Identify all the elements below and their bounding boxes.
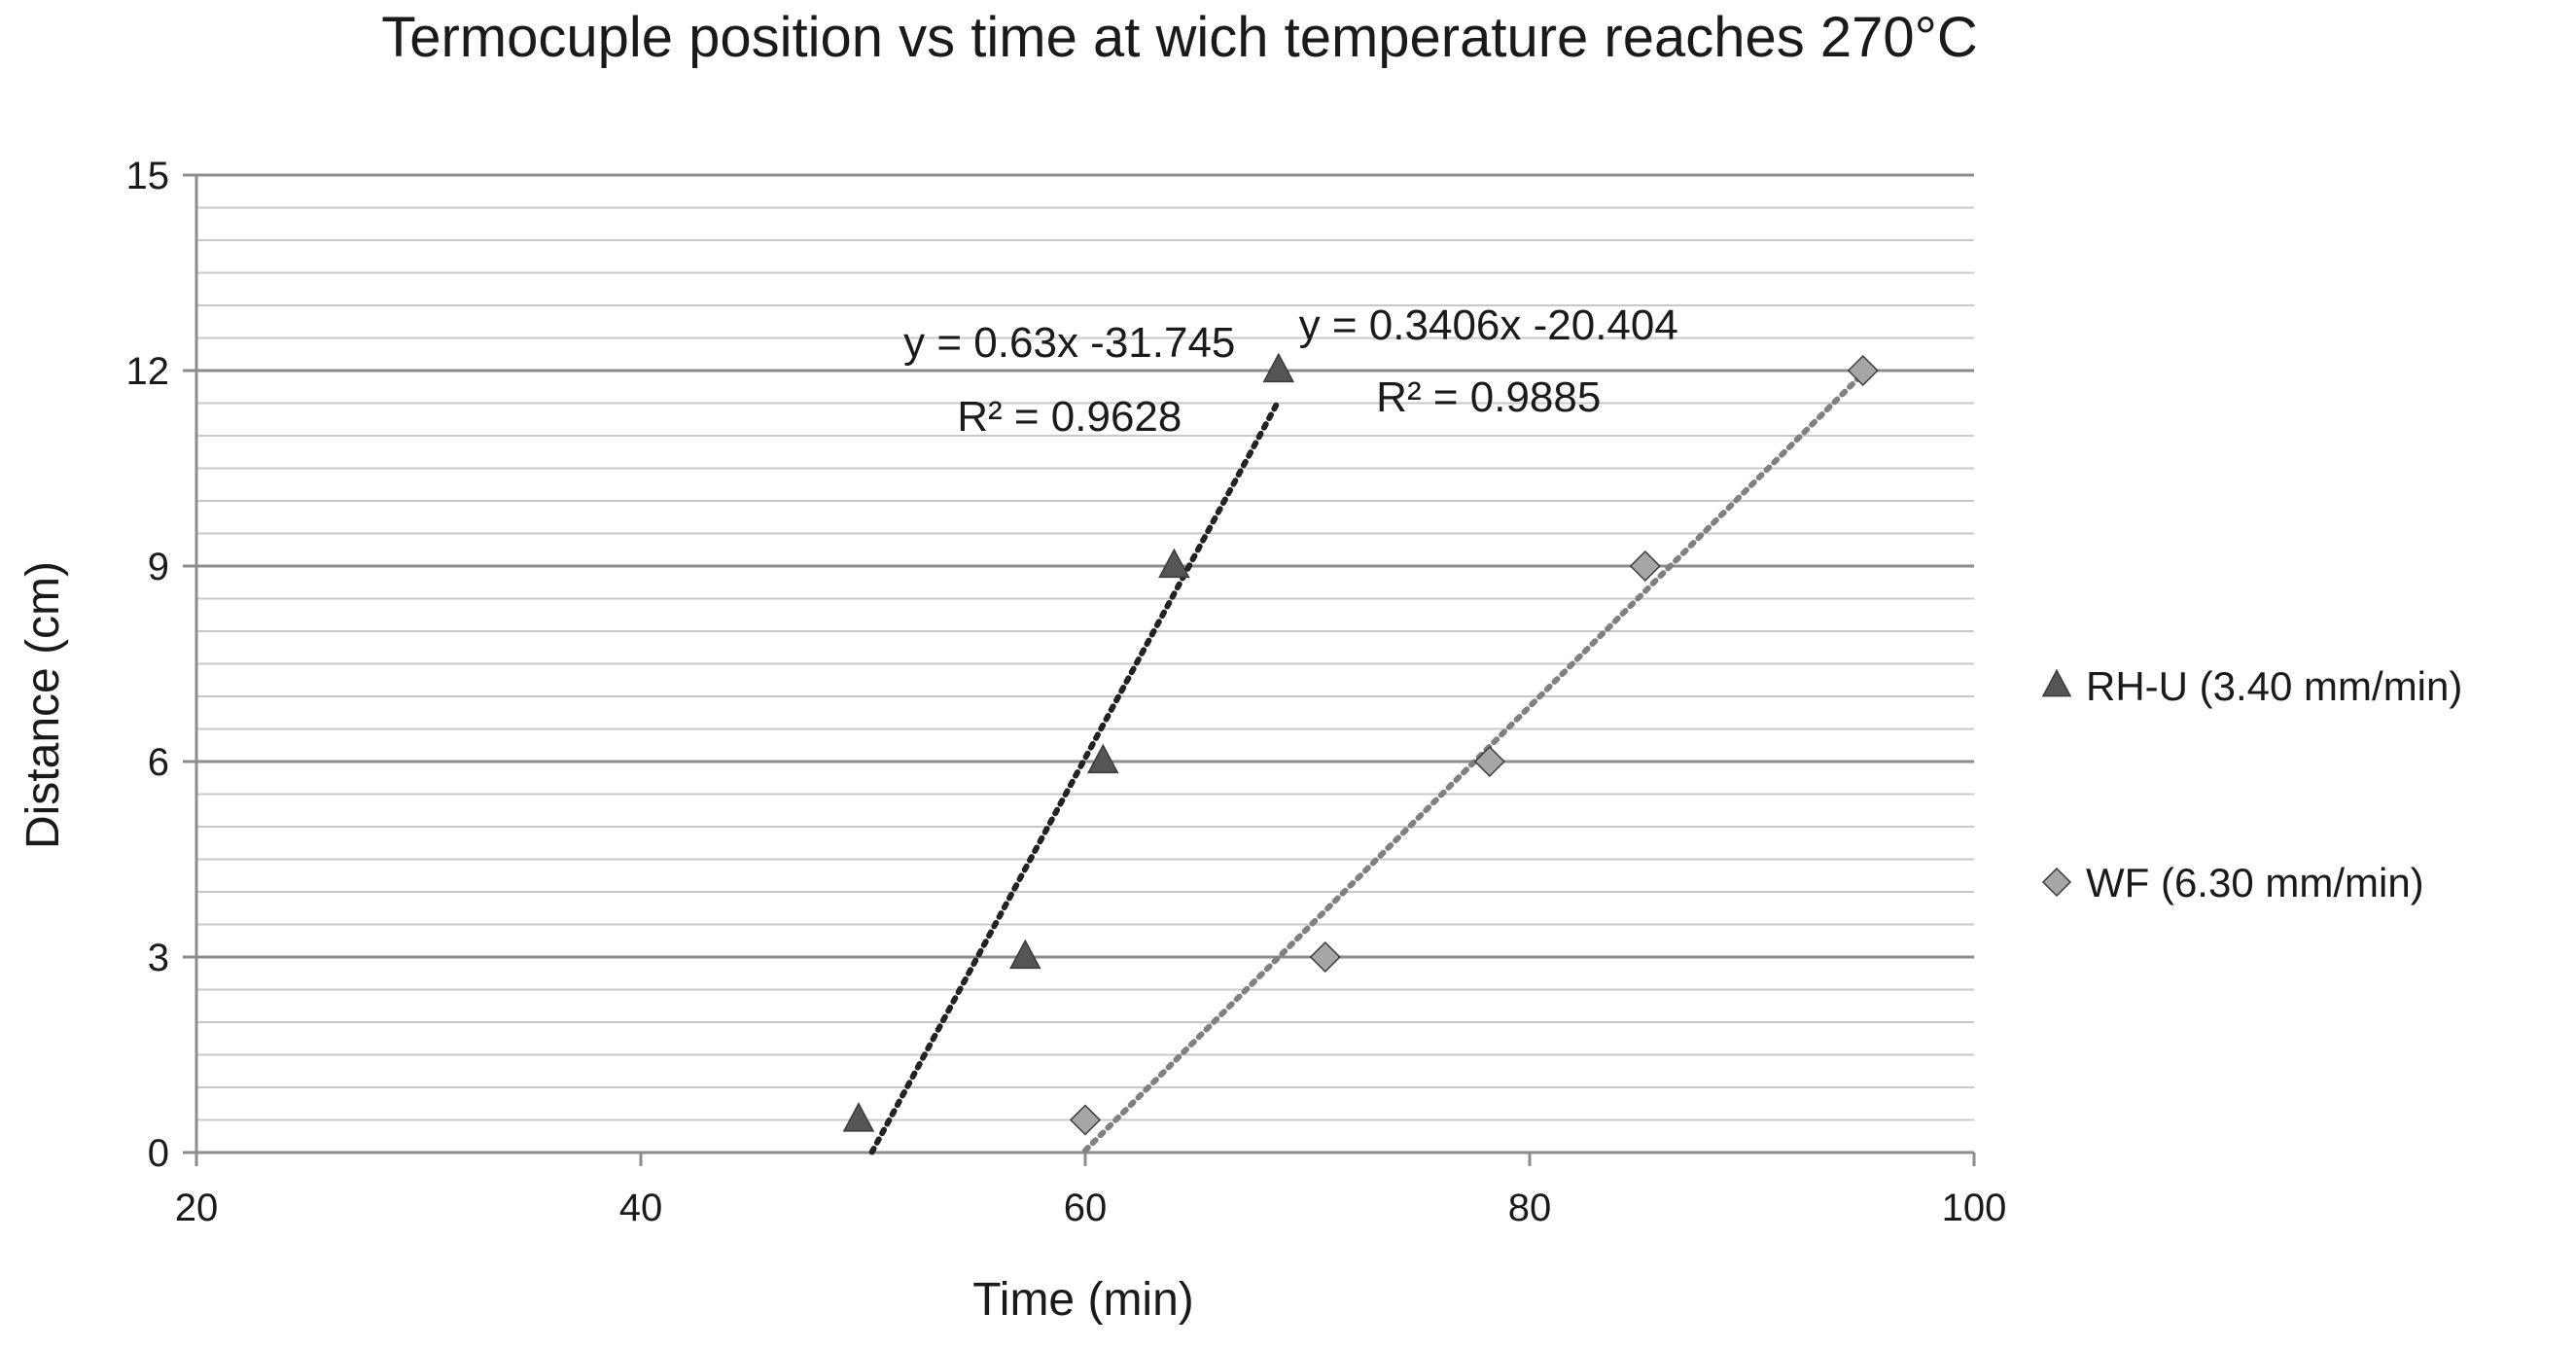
y-tick-label: 9 [148, 546, 169, 588]
legend-label-1: RH-U (3.40 mm/min) [2086, 663, 2462, 709]
trendline-equation-2: y = 0.3406x -20.404 [1299, 302, 1678, 349]
trendline-1 [868, 398, 1282, 1155]
y-tick-label: 3 [148, 937, 169, 979]
x-axis-title: Time (min) [972, 1274, 1194, 1326]
legend: RH-U (3.40 mm/min) WF (6.30 mm/min) [2041, 663, 2462, 905]
data-point-series-1 [1262, 352, 1295, 383]
data-point-series-2 [1069, 1104, 1102, 1136]
x-tick-label: 20 [175, 1187, 219, 1229]
x-tick-label: 80 [1508, 1187, 1552, 1229]
chart-title: Termocuple position vs time at wich temp… [381, 6, 1978, 69]
data-point-series-1 [842, 1102, 875, 1132]
trendline-r2-2: R² = 0.9885 [1376, 373, 1601, 421]
data-point-series-2 [1847, 354, 1879, 387]
trendline-2 [1082, 371, 1866, 1153]
data-point-series-1 [1087, 743, 1119, 774]
x-tick-label: 60 [1064, 1187, 1108, 1229]
plot-area: 0 3 6 9 12 15 20 40 60 80 100 y = 0.63x -31.745 R² =… [126, 155, 2007, 1229]
y-tick-label: 0 [148, 1132, 169, 1175]
data-point-series-2 [1473, 745, 1505, 778]
y-tick-label: 12 [126, 350, 170, 393]
y-tick-label: 15 [126, 155, 170, 197]
x-tick-label: 40 [619, 1187, 663, 1229]
y-axis-title: Distance (cm) [18, 561, 69, 849]
y-tick-label: 6 [148, 741, 169, 784]
legend-marker-2 [2041, 867, 2072, 898]
data-point-series-1 [1009, 939, 1041, 970]
data-point-series-1 [1158, 548, 1190, 579]
trendline-equation-1: y = 0.63x -31.745 [903, 319, 1235, 367]
data-point-series-2 [1629, 550, 1661, 583]
x-tick-label: 100 [1942, 1187, 2007, 1229]
legend-marker-1 [2041, 668, 2072, 697]
data-point-series-2 [1309, 940, 1341, 974]
trendline-r2-1: R² = 0.9628 [957, 393, 1182, 441]
legend-label-2: WF (6.30 mm/min) [2086, 860, 2424, 905]
